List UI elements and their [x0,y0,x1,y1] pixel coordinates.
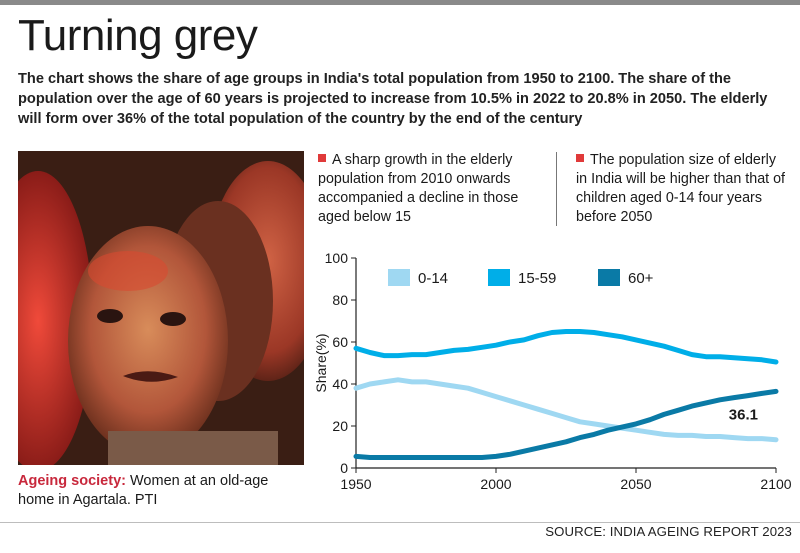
legend-label-0-14: 0-14 [418,270,448,287]
legend-swatch-0-14 [388,269,410,286]
legend-swatch-15-59 [488,269,510,286]
x-tick-label: 2050 [620,476,651,492]
series-line-60+ [353,388,779,460]
y-tick-label: 80 [332,292,348,308]
x-tick-label: 1950 [340,476,371,492]
photo-ageing-women [18,151,304,465]
legend-swatch-60+ [598,269,620,286]
data-label-60-plus-2100: 36.1 [729,406,758,423]
x-tick-label: 2000 [480,476,511,492]
note-text: A sharp growth in the elderly population… [318,152,519,225]
red-square-bullet-icon [576,154,584,162]
top-rule [0,0,800,5]
series-line-15-59 [353,329,779,365]
page-title: Turning grey [18,11,258,60]
note-elderly-growth: A sharp growth in the elderly population… [318,151,546,227]
legend-label-15-59: 15-59 [518,270,556,287]
note-text: The population size of elderly in India … [576,152,786,225]
y-tick-label: 100 [325,250,349,266]
legend-label-60+: 60+ [628,270,654,287]
x-tick-label: 2100 [760,476,791,492]
y-tick-label: 20 [332,418,348,434]
y-axis-label: Share(%) [313,333,329,392]
photo-caption: Ageing society: Women at an old-age home… [18,472,308,510]
source-credit: SOURCE: INDIA AGEING REPORT 2023 [545,524,792,539]
red-square-bullet-icon [318,154,326,162]
y-tick-label: 40 [332,376,348,392]
y-tick-label: 0 [340,460,348,476]
photo-illustration [18,151,304,465]
caption-lead: Ageing society: [18,473,126,489]
line-chart: 100 80 60 40 20 0 1950 2000 2050 2100 Share(%) 0-14… [308,240,800,520]
source-rule [0,522,800,523]
note-elderly-vs-children: The population size of elderly in India … [576,151,786,227]
notes-divider [556,152,557,226]
series-line-0-14 [353,377,779,443]
caption-text: Women at an old-age home in Agartala. PT… [18,473,269,508]
intro-paragraph: The chart shows the share of age groups … [18,71,768,127]
y-tick-label: 60 [332,334,348,350]
